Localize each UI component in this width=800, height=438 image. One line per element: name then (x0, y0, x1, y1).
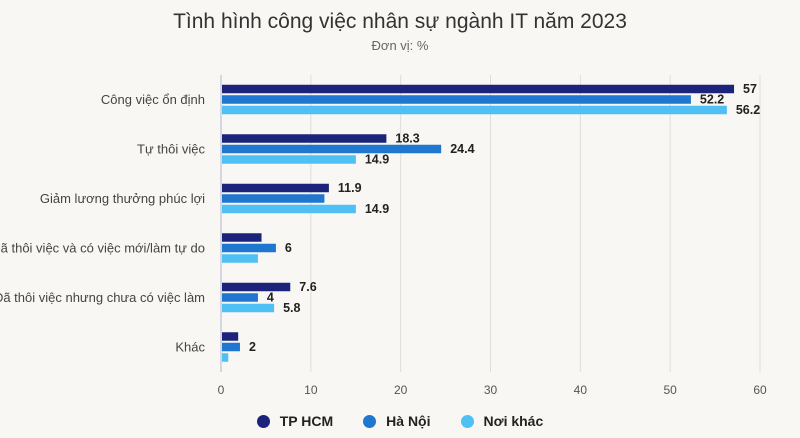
x-tick-label: 60 (753, 383, 767, 397)
legend-item-noikhac[interactable]: Nơi khác (460, 413, 544, 429)
legend-swatch (460, 414, 474, 428)
data-label: 24.4 (450, 142, 474, 156)
bar (222, 342, 240, 352)
x-tick-label: 40 (574, 383, 588, 397)
bar (222, 155, 356, 164)
data-label: 7.6 (299, 280, 316, 294)
bar (222, 204, 356, 214)
data-label: 14.9 (365, 152, 389, 166)
data-label: 6 (285, 241, 292, 255)
legend-swatch (256, 414, 270, 428)
data-label: 18.3 (395, 131, 419, 145)
category-label: Đã thôi việc nhưng chưa có việc làm (0, 290, 205, 305)
category-label: Tự thôi việc (137, 141, 205, 156)
x-tick-label: 30 (484, 383, 498, 397)
data-label: 5.8 (283, 301, 300, 315)
legend-item-hanoi[interactable]: Hà Nội (363, 413, 431, 429)
x-tick-label: 50 (663, 383, 677, 397)
bar (222, 282, 291, 292)
data-label: 2 (249, 340, 256, 354)
bar (222, 233, 262, 242)
legend-label: TP HCM (279, 413, 334, 429)
category-label: Công việc ổn định (101, 92, 205, 107)
bar (222, 84, 735, 94)
data-label: 56.2 (736, 103, 760, 117)
bar (222, 134, 387, 143)
category-label: Khác (175, 339, 205, 354)
bar (222, 303, 275, 313)
chart-title: Tình hình công việc nhân sự ngành IT năm… (173, 10, 627, 33)
bar (222, 243, 276, 253)
x-tick-label: 0 (218, 383, 225, 397)
category-label: Đã thôi việc và có việc mới/làm tự do (0, 240, 205, 255)
bar (222, 293, 258, 302)
legend-label: Nơi khác (483, 413, 544, 429)
data-label: 11.9 (338, 181, 362, 195)
data-label: 57 (743, 82, 757, 96)
data-label: 52.2 (700, 92, 724, 106)
bar (222, 183, 329, 193)
chart-subtitle: Đơn vị: % (371, 38, 429, 53)
x-tick-label: 20 (394, 383, 408, 397)
data-label: 4 (267, 290, 274, 304)
bar (222, 353, 229, 362)
legend-swatch (363, 414, 377, 428)
bar (222, 105, 727, 115)
category-label: Giảm lương thưởng phúc lợi (40, 191, 205, 206)
legend-item-tphcm[interactable]: TP HCM (256, 413, 334, 429)
bar (222, 95, 691, 104)
x-tick-label: 10 (304, 383, 318, 397)
bar (222, 144, 442, 154)
data-label: 14.9 (365, 202, 389, 216)
bar (222, 194, 325, 203)
bar (222, 254, 258, 263)
bar (222, 332, 239, 341)
legend-label: Hà Nội (386, 413, 431, 429)
legend: TP HCM Hà Nội Nơi khác (0, 413, 800, 429)
